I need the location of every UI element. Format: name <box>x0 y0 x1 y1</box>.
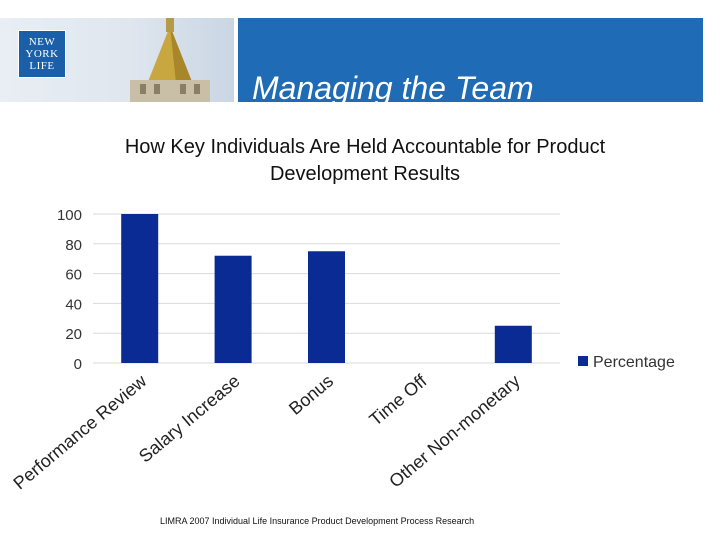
y-tick-label: 40 <box>65 296 82 313</box>
y-tick-label: 0 <box>74 356 82 373</box>
y-tick-label: 80 <box>65 237 82 254</box>
x-tick-label: Time Off <box>366 370 432 430</box>
header-banner: Managing the Team <box>0 18 703 102</box>
bar <box>214 255 252 363</box>
chart-subtitle: How Key Individuals Are Held Accountable… <box>60 134 670 188</box>
x-tick-label: Bonus <box>285 371 337 419</box>
subtitle-line-2: Development Results <box>269 163 461 185</box>
y-tick-label: 60 <box>65 267 82 284</box>
header-divider <box>234 18 238 102</box>
x-tick-label: Performance Review <box>9 370 151 493</box>
y-tick-label: 100 <box>57 207 82 224</box>
slide-title: Managing the Team <box>252 70 534 102</box>
building-image <box>130 18 210 102</box>
legend-swatch <box>578 356 588 366</box>
new-york-life-logo: NEW YORK LIFE <box>18 30 66 78</box>
x-tick-label: Salary Increase <box>135 371 244 467</box>
footer-source: LIMRA 2007 Individual Life Insurance Pro… <box>160 516 475 526</box>
legend-label: Percentage <box>593 354 675 371</box>
bar <box>121 214 159 363</box>
subtitle-line-1: How Key Individuals Are Held Accountable… <box>124 136 606 158</box>
bar <box>308 251 345 363</box>
logo-line-2: YORK <box>25 48 59 60</box>
logo-line-1: NEW <box>28 36 56 48</box>
logo-line-3: LIFE <box>29 60 55 72</box>
bar <box>494 325 532 363</box>
y-tick-label: 20 <box>65 326 82 343</box>
